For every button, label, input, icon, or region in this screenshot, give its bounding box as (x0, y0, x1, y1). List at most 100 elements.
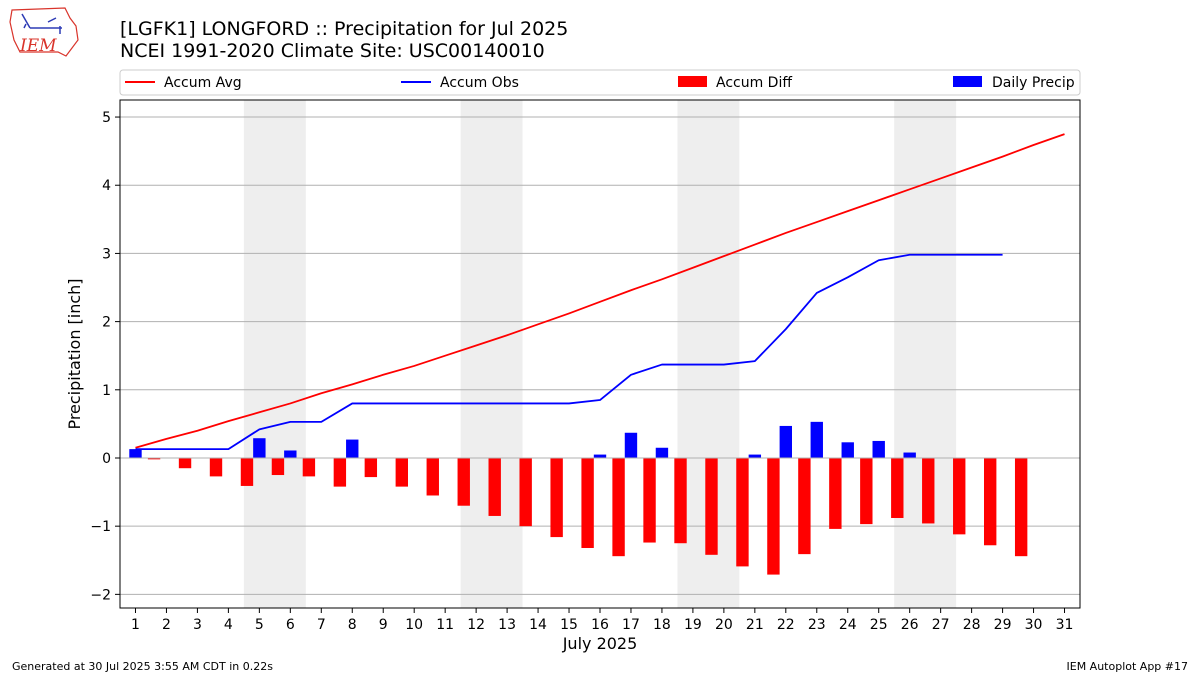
accum-diff-bar-11 (457, 457, 470, 506)
x-tick-label: 11 (436, 617, 454, 633)
x-tick-label: 29 (994, 617, 1012, 633)
x-axis-ticks: 1 2 3 4 5 6 7 8 9 10 11 12 13 14 15 16 17 18 19 20 21 22 23 24 2… (131, 608, 1073, 633)
accum-diff-bar-14 (550, 457, 563, 538)
accum-diff-bar-3 (209, 457, 223, 477)
daily-precip-bar-25 (872, 440, 885, 458)
x-tick-label: 8 (348, 617, 357, 633)
daily-precip-bar-18 (655, 447, 669, 458)
daily-precip-bar-21 (748, 454, 762, 458)
accum-avg-line (135, 133, 1065, 449)
daily-precip-bar-16 (593, 454, 607, 458)
legend: Accum Avg Accum Obs Accum Diff Daily Pre… (119, 69, 1081, 96)
iem-logo: IEM (9, 7, 79, 57)
x-tick-label: 24 (839, 617, 857, 633)
x-tick-label: 16 (591, 617, 609, 633)
x-tick-label: 5 (255, 617, 264, 633)
x-tick-label: 12 (467, 617, 485, 633)
accum-diff-bar-5 (271, 457, 285, 476)
accum-diff-bar-20 (736, 457, 749, 567)
x-tick-label: 18 (653, 617, 671, 633)
x-tick-label: 1 (131, 617, 140, 633)
accum-diff-bar-16 (612, 457, 625, 557)
accum-diff-bar-28 (984, 457, 997, 546)
accum-diff-bar-13 (519, 457, 532, 527)
accum-diff-bar-24 (860, 457, 873, 525)
accum-diff-bar-18 (674, 457, 687, 544)
x-tick-label: 9 (379, 617, 388, 633)
daily-precip-bar-22 (779, 425, 792, 458)
weather-vane-icon (21, 13, 62, 34)
accum-diff-bar-21 (767, 457, 780, 575)
x-tick-label: 3 (193, 617, 202, 633)
y-axis-ticks: −2 −1 0 1 2 3 4 5 (90, 110, 120, 603)
y-tick-label: 3 (102, 246, 111, 262)
footer-generated: Generated at 30 Jul 2025 3:55 AM CDT in … (12, 660, 273, 673)
accum-diff-bar-9 (395, 457, 408, 487)
legend-frame (119, 69, 1081, 96)
weekend-shading (243, 100, 957, 608)
y-axis-label: Precipitation [inch] (65, 278, 84, 429)
x-tick-label: 13 (498, 617, 516, 633)
y-tick-label: −2 (90, 587, 111, 603)
accum-diff-bar-2 (178, 457, 192, 469)
x-axis-label: July 2025 (562, 634, 638, 653)
y-tick-label: 2 (102, 315, 111, 331)
x-tick-label: 14 (529, 617, 547, 633)
legend-label-daily-precip: Daily Precip (992, 75, 1075, 91)
x-tick-label: 28 (963, 617, 981, 633)
accum-diff-bar-8 (364, 457, 378, 478)
daily-precip-bar-8 (346, 439, 359, 458)
accum-diff-bar-26 (922, 457, 935, 524)
x-tick-label: 15 (560, 617, 578, 633)
accum-obs-line (135, 253, 1003, 451)
footer-app: IEM Autoplot App #17 (1067, 660, 1189, 673)
accum-diff-bar-4 (240, 457, 254, 486)
x-tick-label: 10 (405, 617, 423, 633)
x-tick-label: 27 (932, 617, 950, 633)
x-tick-label: 17 (622, 617, 640, 633)
daily-precip-bar-23 (810, 421, 823, 458)
x-tick-label: 6 (286, 617, 295, 633)
bars (120, 421, 1080, 575)
daily-precip-bar-26 (903, 452, 916, 458)
accum-diff-bar-22 (798, 457, 811, 555)
daily-precip-bar-6 (284, 450, 297, 458)
accum-diff-bar-7 (333, 457, 347, 487)
x-tick-label: 22 (777, 617, 795, 633)
daily-precip-bar-1 (129, 449, 142, 458)
accum-diff-bar-1 (147, 457, 161, 460)
x-tick-label: 2 (162, 617, 171, 633)
daily-precip-bar-24 (841, 442, 854, 458)
accum-diff-bar-6 (302, 457, 316, 477)
accum-diff-bar-12 (488, 457, 501, 516)
y-tick-label: 1 (102, 383, 111, 399)
y-tick-label: −1 (90, 519, 111, 535)
y-tick-label: 5 (102, 110, 111, 126)
y-tick-label: 0 (102, 451, 111, 467)
legend-label-accum-obs: Accum Obs (440, 75, 519, 91)
chart-subtitle: NCEI 1991-2020 Climate Site: USC00140010 (120, 40, 545, 62)
lines (135, 133, 1065, 451)
accum-diff-bar-29 (1014, 457, 1028, 557)
x-tick-label: 30 (1025, 617, 1043, 633)
x-tick-label: 25 (870, 617, 888, 633)
accum-diff-bar-17 (643, 457, 656, 543)
weekend-band-2 (460, 100, 523, 608)
accum-diff-bar-27 (953, 457, 966, 535)
weekend-band-1 (243, 100, 306, 608)
x-tick-label: 31 (1056, 617, 1074, 633)
chart-title: [LGFK1] LONGFORD :: Precipitation for Ju… (120, 18, 568, 40)
legend-swatch-daily-precip (953, 76, 982, 87)
accum-diff-bar-23 (829, 457, 842, 529)
accum-diff-bar-15 (581, 457, 594, 548)
legend-label-accum-diff: Accum Diff (716, 75, 792, 91)
x-tick-label: 23 (808, 617, 826, 633)
accum-diff-bar-19 (705, 457, 718, 555)
accum-diff-bar-25 (891, 457, 904, 518)
x-tick-label: 21 (746, 617, 764, 633)
x-tick-label: 4 (224, 617, 233, 633)
legend-swatch-accum-diff (678, 76, 707, 87)
x-tick-label: 7 (317, 617, 326, 633)
y-tick-label: 4 (102, 178, 111, 194)
